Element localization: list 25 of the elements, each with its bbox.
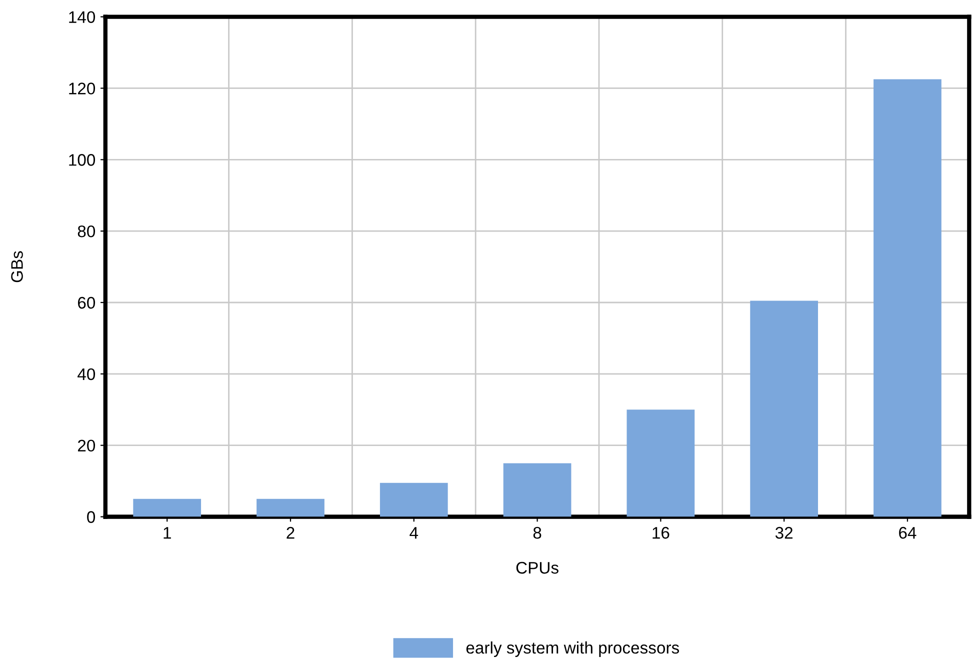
- x-tick-label: 32: [775, 526, 793, 539]
- x-tick-label: 4: [410, 527, 418, 539]
- x-tick-label: 64: [899, 526, 916, 539]
- y-tick-label: 100: [69, 154, 96, 166]
- y-tick-label: 0: [87, 511, 96, 523]
- x-tick-label: 2: [286, 526, 294, 539]
- bar: [133, 498, 202, 517]
- bar: [626, 410, 695, 517]
- bar: [256, 498, 324, 517]
- y-axis-title: GBs: [11, 251, 23, 282]
- x-tick-label: 1: [164, 527, 171, 539]
- bar: [874, 79, 942, 517]
- y-tick-label: 140: [69, 11, 96, 24]
- y-tick-label: 60: [78, 296, 96, 309]
- x-axis-title: CPUs: [516, 562, 558, 574]
- bar: [750, 300, 818, 517]
- x-tick-label: 8: [533, 526, 542, 539]
- legend-label: early system with processors: [466, 641, 680, 657]
- y-tick-label: 80: [78, 225, 96, 238]
- y-tick-label: 40: [78, 368, 96, 380]
- bar: [380, 482, 448, 517]
- bar: [503, 463, 572, 517]
- x-tick-label: 16: [652, 526, 670, 539]
- y-tick-label: 120: [69, 82, 96, 94]
- y-tick-label: 20: [78, 440, 96, 452]
